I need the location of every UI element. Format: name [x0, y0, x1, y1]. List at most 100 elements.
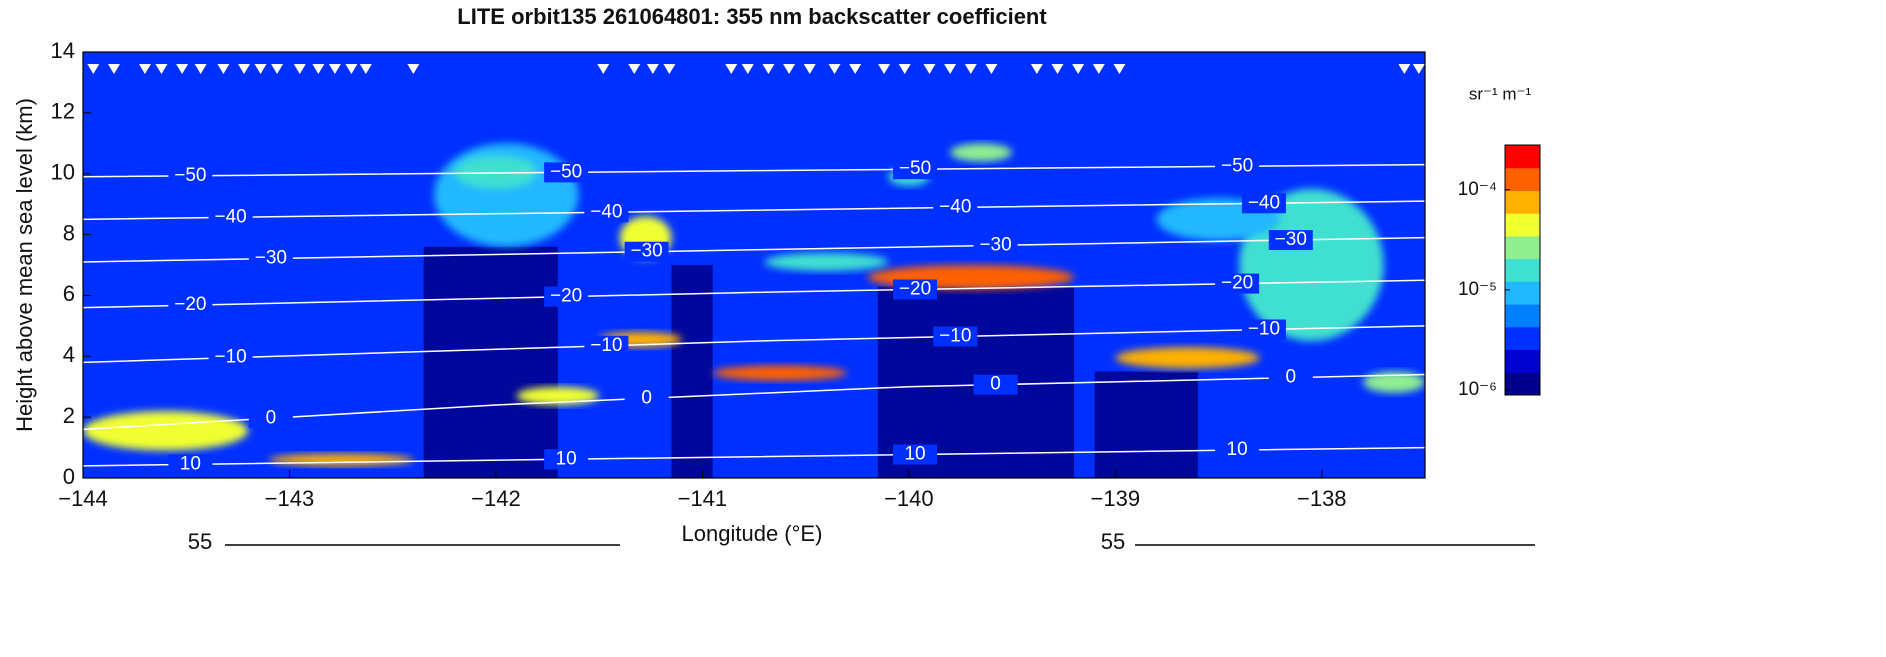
isotherm — [83, 200, 1425, 221]
isotherm-label: −30 — [255, 248, 287, 269]
isotherm-label: 10 — [180, 453, 201, 474]
isotherm-label: −20 — [1221, 273, 1253, 294]
surface-flag — [646, 64, 659, 74]
lower-panel-tick-label: 55 — [188, 529, 212, 554]
y-tick-label: 0 — [63, 464, 75, 489]
isotherm-label: −30 — [1275, 229, 1307, 250]
surface-flag — [663, 64, 676, 74]
surface-flag — [1412, 64, 1425, 74]
isotherm-label-bg — [584, 202, 629, 223]
surface-flag — [194, 64, 207, 74]
colorbar-bin — [1505, 258, 1540, 282]
y-tick-label: 14 — [51, 38, 75, 63]
surface-flag — [271, 64, 284, 74]
surface-flag — [328, 64, 341, 74]
isotherm-label-bg — [544, 286, 589, 307]
x-tick-label: −142 — [471, 486, 521, 511]
surface-flag — [87, 64, 100, 74]
isotherm-label: −10 — [590, 335, 622, 356]
y-tick-label: 4 — [63, 342, 75, 367]
isotherm-label-bg — [1215, 156, 1260, 177]
cloud — [1115, 347, 1260, 369]
isotherm-label-bg — [1268, 367, 1313, 388]
isotherm-label-bg — [1241, 319, 1286, 340]
isotherm — [83, 446, 1425, 467]
surface-flag — [628, 64, 641, 74]
isotherm-label: −40 — [215, 206, 247, 227]
cloud — [1363, 371, 1425, 393]
colorbar-units: sr⁻¹ m⁻¹ — [1469, 84, 1532, 103]
surface-flag — [1113, 64, 1126, 74]
colorbar-bin — [1505, 372, 1540, 396]
surface-flag — [1072, 64, 1085, 74]
isotherm-label-bg — [544, 449, 589, 470]
surface-flag — [1092, 64, 1105, 74]
isotherm-label: 0 — [641, 387, 652, 408]
x-axis-label: Longitude (°E) — [682, 521, 823, 546]
isotherm — [83, 279, 1425, 309]
isotherm-label: −50 — [550, 161, 582, 182]
isotherm-label-bg — [1215, 440, 1260, 461]
isotherm-label: −30 — [979, 234, 1011, 255]
isotherm-label-bg — [208, 207, 253, 228]
surface-flag — [1398, 64, 1411, 74]
isotherm-label-bg — [168, 454, 213, 475]
isotherm-label: 0 — [990, 374, 1001, 395]
plot-area: −50 −50 −50 −50 −40 −40 −40 −40 −30 −30 −30 −30 −20 −… — [83, 52, 1425, 478]
isotherm-label: −20 — [174, 294, 206, 315]
attenuated-region — [671, 265, 713, 478]
surface-flag — [345, 64, 358, 74]
surface-flag — [923, 64, 936, 74]
isotherm-label: 10 — [904, 444, 925, 465]
cloud — [83, 411, 249, 451]
y-tick-label: 2 — [63, 403, 75, 428]
colorbar-bin — [1505, 349, 1540, 373]
isotherm-label: −10 — [939, 326, 971, 347]
surface-flag — [1030, 64, 1043, 74]
cloud — [950, 143, 1013, 162]
surface-flag — [783, 64, 796, 74]
isotherm-label-bg — [544, 162, 589, 183]
isotherm-label: −50 — [1221, 155, 1253, 176]
x-tick-label: −143 — [265, 486, 315, 511]
surface-flag — [155, 64, 168, 74]
y-tick-label: 10 — [51, 160, 75, 185]
isotherm-label: −30 — [631, 241, 663, 262]
isotherm-label-bg — [1268, 230, 1313, 251]
surface-flag — [964, 64, 977, 74]
surface-flag — [725, 64, 738, 74]
y-tick-label: 6 — [63, 281, 75, 306]
chart-title: LITE orbit135 261064801: 355 nm backscat… — [457, 4, 1047, 29]
isotherm-label-bg — [248, 248, 293, 269]
isotherm-label: −20 — [550, 286, 582, 307]
colorbar-bin — [1505, 190, 1540, 214]
isotherm-label-bg — [624, 388, 669, 409]
isotherm-label: −10 — [215, 347, 247, 368]
surface-flag — [254, 64, 267, 74]
surface-flag — [762, 64, 775, 74]
surface-flag — [828, 64, 841, 74]
isotherm-label-bg — [1241, 193, 1286, 214]
cloud — [516, 386, 600, 405]
surface-flag — [312, 64, 325, 74]
isotherm-label: −40 — [590, 201, 622, 222]
isotherm-label: 0 — [266, 407, 277, 428]
isotherm-label-bg — [168, 295, 213, 316]
cloud — [764, 252, 889, 272]
x-tick-label: −144 — [58, 486, 108, 511]
lower-panel-tick-label: 55 — [1101, 529, 1125, 554]
surface-flag — [217, 64, 230, 74]
surface-flag — [878, 64, 891, 74]
isotherm-label-bg — [933, 197, 978, 218]
isotherm-label: −20 — [899, 278, 931, 299]
colorbar-tick-label: 10⁻⁵ — [1458, 279, 1497, 300]
isotherm-label-bg — [973, 235, 1018, 256]
y-tick-label: 8 — [63, 220, 75, 245]
surface-flag — [985, 64, 998, 74]
cloud — [268, 453, 414, 466]
x-tick-label: −140 — [884, 486, 934, 511]
clear-air — [83, 52, 1425, 478]
isotherm-label: 0 — [1286, 367, 1297, 388]
isotherm-label: −50 — [899, 158, 931, 179]
surface-flag — [803, 64, 816, 74]
